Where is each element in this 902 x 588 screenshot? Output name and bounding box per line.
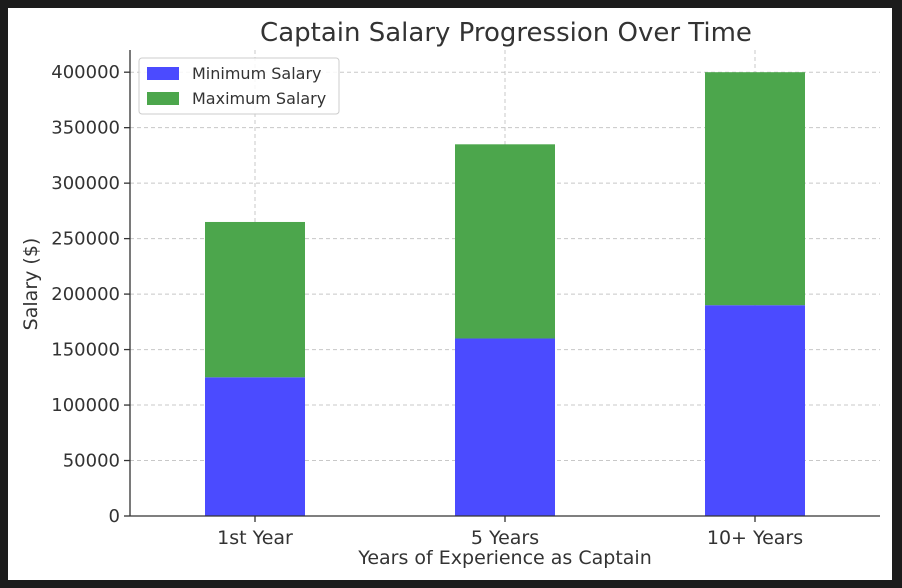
y-tick-label: 250000	[51, 229, 120, 250]
y-tick-labels: 0 50000 100000 150000 200000 250000 300000 3500…	[51, 62, 130, 527]
bar-minimum-1	[455, 338, 555, 516]
bar-maximum-0	[205, 221, 305, 378]
x-axis-label: Years of Experience as Captain	[357, 547, 651, 569]
chart-title: Captain Salary Progression Over Time	[260, 18, 752, 48]
y-tick-label: 150000	[51, 340, 120, 361]
y-tick-label: 350000	[51, 118, 120, 139]
y-tick-label: 400000	[51, 62, 120, 83]
bars	[205, 72, 805, 516]
y-tick-label: 300000	[51, 173, 120, 194]
y-tick-label: 50000	[63, 451, 120, 472]
chart-frame: Captain Salary Progression Over Time 0 50…	[8, 8, 892, 580]
x-tick-label: 1st Year	[217, 527, 293, 549]
x-tick-label: 10+ Years	[707, 527, 803, 549]
legend-label-maximum-salary: Maximum Salary	[192, 89, 326, 108]
bar-chart: Captain Salary Progression Over Time 0 50…	[20, 18, 880, 569]
y-tick-label: 200000	[51, 284, 120, 305]
y-tick-label: 0	[109, 506, 120, 527]
y-tick-label: 100000	[51, 395, 120, 416]
legend-box	[138, 57, 340, 115]
x-tick-label: 5 Years	[471, 527, 539, 549]
legend-swatch-maximum-salary	[147, 92, 179, 105]
bar-minimum-0	[205, 377, 305, 516]
bar-minimum-2	[705, 305, 805, 516]
x-tick-labels: 1st Year 5 Years 10+ Years	[217, 516, 803, 549]
legend-swatch-minimum-salary	[147, 67, 179, 80]
bar-maximum-2	[705, 72, 805, 306]
bar-maximum-1	[455, 144, 555, 339]
y-axis-label: Salary ($)	[20, 238, 42, 331]
legend-label-minimum-salary: Minimum Salary	[192, 64, 322, 83]
legend: Minimum Salary Maximum Salary	[138, 57, 340, 115]
